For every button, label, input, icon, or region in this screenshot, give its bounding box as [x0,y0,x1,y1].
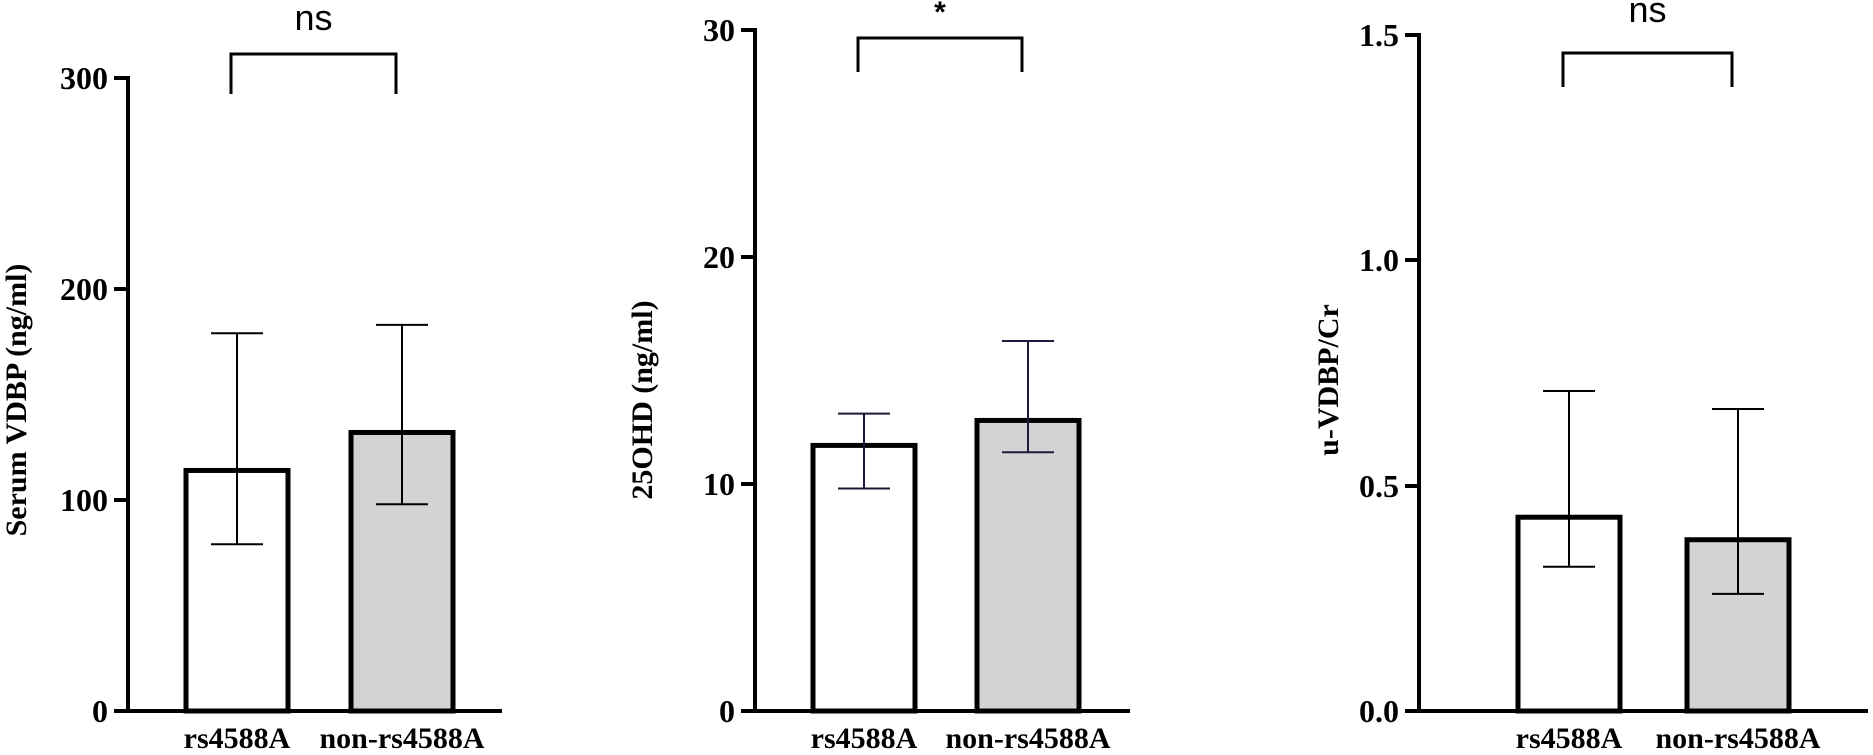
x-category-label: non-rs4588A [1655,722,1820,755]
y-axis-title: u-VDBP/Cr [1312,304,1345,456]
x-category-label: rs4588A [1516,722,1623,755]
significance-label: * [934,0,946,29]
u-vdbp-cr-panel: 0.0 0.5 1.0 1.5 u-VDBP/Cr rs4588A non-rs4588A n… [1312,0,1868,755]
significance-bracket [229,52,398,94]
y-tick-label: 300 [60,60,108,96]
y-tick-label: 1.5 [1359,17,1399,53]
y-tick-label: 0.0 [1359,693,1399,729]
y-tick-label: 0.5 [1359,468,1399,504]
x-category-label: rs4588A [184,722,291,755]
25ohd-panel: 0 10 20 30 25OHD (ng/ml) rs4588A non-rs4588A * [626,0,1130,755]
significance-label: ns [294,0,332,38]
y-axis-title: Serum VDBP (ng/ml) [0,264,33,537]
significance-label: ns [1628,0,1666,30]
y-tick-label: 10 [703,466,735,502]
y-axis-title: 25OHD (ng/ml) [626,300,659,499]
y-tick-label: 0 [719,693,735,729]
x-category-label: non-rs4588A [319,722,484,755]
y-tick-label: 1.0 [1359,242,1399,278]
y-tick-label: 20 [703,239,735,275]
y-tick-label: 200 [60,271,108,307]
y-tick-label: 0 [92,693,108,729]
y-tick-label: 30 [703,12,735,48]
significance-bracket [856,36,1024,72]
y-tick-label: 100 [60,482,108,518]
x-category-label: non-rs4588A [945,722,1110,755]
x-category-label: rs4588A [811,722,918,755]
bar [974,417,1082,714]
serum-vdbp-panel: 0 100 200 300 Serum VDBP (ng/ml) rs4588A non-r… [0,0,502,755]
significance-bracket [1561,51,1734,87]
